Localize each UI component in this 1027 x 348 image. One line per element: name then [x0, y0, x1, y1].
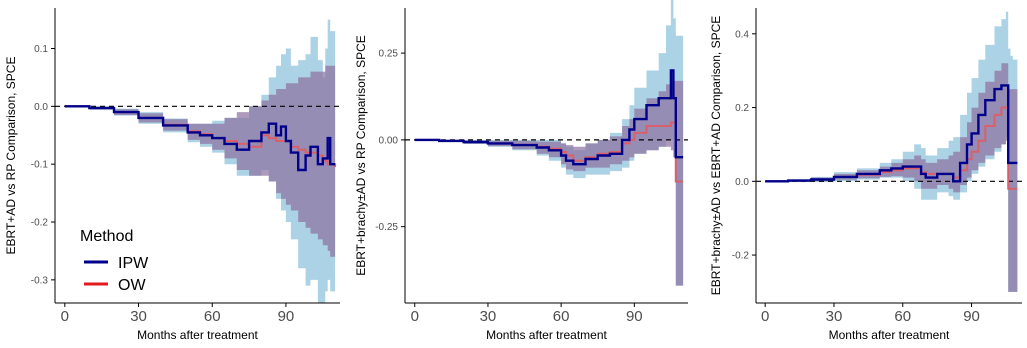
x-tick-label: 0 [761, 308, 769, 325]
legend-title: Method [80, 228, 133, 245]
y-tick-label: -0.25 [375, 222, 398, 233]
x-tick-label: 30 [480, 308, 497, 325]
y-tick-label: 0.2 [735, 103, 749, 114]
y-tick-label: -0.2 [732, 251, 750, 262]
y-tick-label: 0.00 [379, 135, 399, 146]
x-axis-title: Months after treatment [486, 328, 607, 342]
y-tick-label: -0.3 [31, 275, 49, 286]
x-tick-label: 30 [826, 308, 843, 325]
x-tick-label: 90 [278, 308, 295, 325]
chart-panel-2: 0 30 60 90 -0.25 0.00 0.25 Months after treatme… [354, 0, 688, 342]
x-axis-title: Months after treatment [829, 328, 950, 342]
y-tick-label: 0.1 [34, 44, 48, 55]
y-tick-label: 0.25 [379, 49, 399, 60]
y-tick-label: -0.2 [31, 218, 49, 229]
x-tick-label: 60 [204, 308, 221, 325]
ci-band-ow [765, 63, 1018, 292]
legend-label-ow: OW [118, 277, 146, 294]
y-axis-title: EBRT+brachy±AD vs RP Comparison, SPCE [354, 35, 368, 276]
legend: Method IPW OW [80, 228, 149, 294]
ci-band-ow [414, 80, 684, 286]
series-line-ipw [64, 105, 336, 172]
charts-layer: 0 30 60 90 -0.3 -0.2 -0.1 0.0 0.1 Months after tr… [4, 0, 1022, 342]
legend-label-ipw: IPW [118, 255, 149, 272]
x-tick-label: 0 [411, 308, 419, 325]
x-tick-label: 60 [894, 308, 911, 325]
series-line-ipw [414, 69, 684, 166]
x-tick-label: 60 [553, 308, 570, 325]
x-tick-label: 90 [963, 308, 980, 325]
y-axis-title: EBRT+brachy±AD vs EBRT+AD Comparison, SP… [709, 16, 723, 296]
y-tick-label: -0.1 [31, 160, 49, 171]
x-axis-title: Months after treatment [137, 328, 258, 342]
y-tick-label: 0.0 [735, 177, 749, 188]
x-tick-label: 30 [130, 308, 147, 325]
ci-band-ow [64, 65, 336, 263]
chart-panel-1: 0 30 60 90 -0.3 -0.2 -0.1 0.0 0.1 Months after tr… [4, 8, 340, 342]
series-line-ipw [765, 84, 1018, 183]
chart-panel-3: 0 30 60 90 -0.2 0.0 0.2 0.4 Months after treatme… [709, 8, 1022, 342]
y-tick-label: 0.4 [735, 29, 749, 40]
y-tick-label: 0.0 [34, 102, 48, 113]
y-axis-title: EBRT+AD vs RP Comparison, SPCE [4, 57, 18, 255]
x-tick-label: 0 [61, 308, 69, 325]
x-tick-label: 90 [626, 308, 643, 325]
